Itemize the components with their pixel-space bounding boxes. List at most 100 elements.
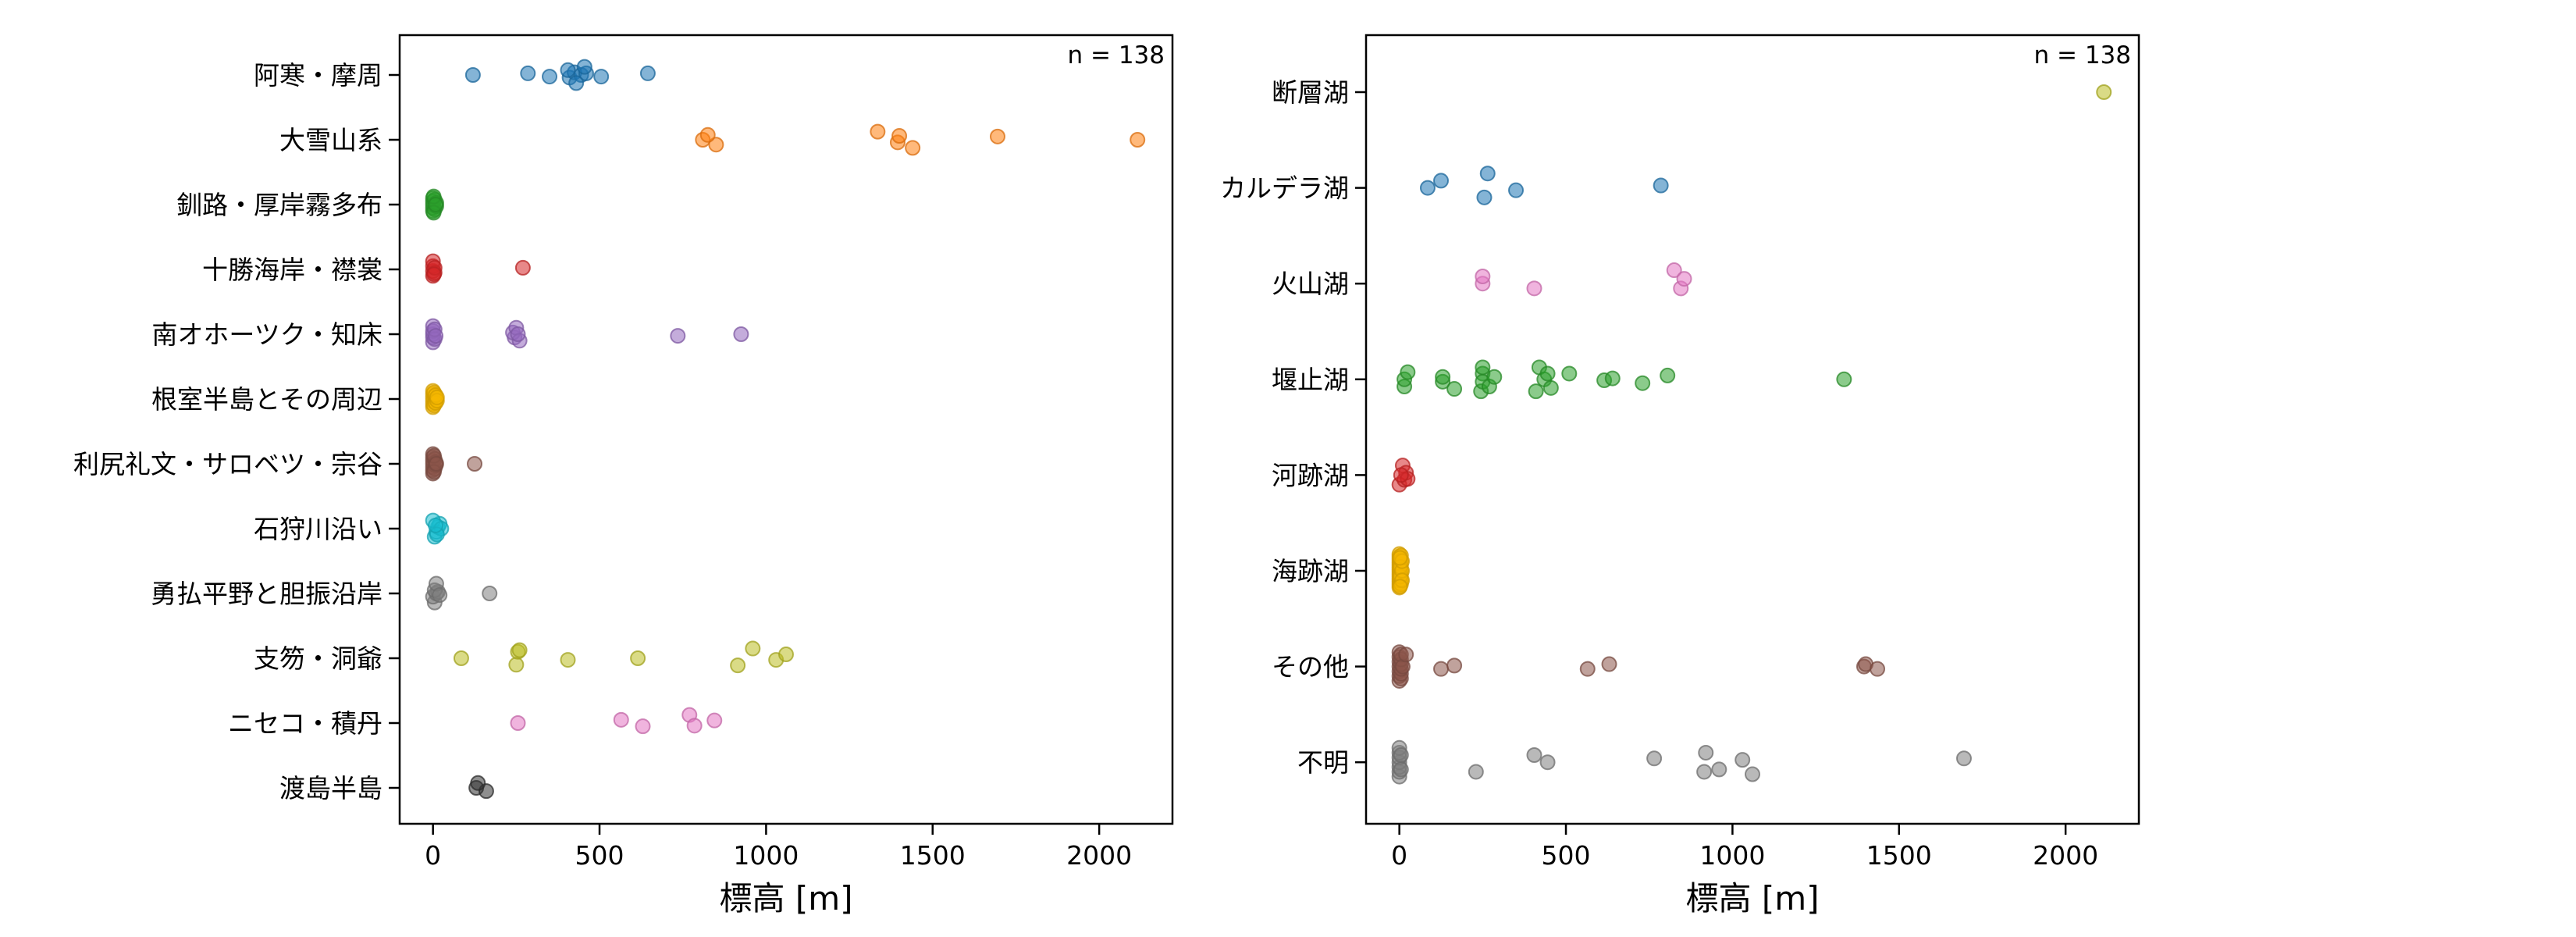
data-point: [891, 128, 908, 144]
data-point: [670, 328, 686, 344]
data-point: [778, 647, 794, 663]
data-point: [1476, 189, 1493, 205]
data-point: [1508, 182, 1525, 198]
data-point: [1419, 180, 1436, 196]
data-point: [613, 711, 629, 728]
data-point: [1561, 365, 1578, 382]
data-point: [706, 712, 723, 729]
data-point: [1660, 367, 1676, 383]
x-tick-label: 1500: [1866, 840, 1932, 871]
data-point: [464, 67, 481, 83]
plot-frame: [1364, 34, 2140, 825]
data-point: [870, 123, 886, 140]
y-tick-label: 勇払平野と胆振沿岸: [151, 579, 382, 609]
data-point: [1479, 166, 1496, 182]
data-point: [1601, 656, 1617, 672]
y-tick-label: 支笏・洞爺: [254, 643, 382, 674]
x-tick-label: 0: [1391, 840, 1407, 871]
data-point: [568, 75, 585, 91]
data-point: [1539, 365, 1556, 382]
data-point: [470, 775, 486, 791]
data-point: [576, 59, 592, 75]
y-tick-label: 阿寒・摩周: [254, 60, 382, 91]
x-tick-label: 1500: [900, 840, 966, 871]
data-point: [1393, 747, 1409, 764]
data-point: [1528, 383, 1544, 400]
data-point: [989, 128, 1005, 144]
data-point: [1666, 262, 1682, 279]
data-point: [1446, 657, 1463, 674]
data-point: [635, 718, 651, 735]
data-point: [432, 587, 448, 604]
data-point: [425, 266, 442, 283]
data-point: [639, 65, 656, 81]
data-point: [510, 715, 526, 731]
chart-right-lake-type: 0 500 1000 1500 2000 断層湖カルデラ湖火山湖堰止湖河跡湖海跡湖その他不…: [1220, 34, 2140, 917]
plot-frame: [398, 34, 1174, 825]
y-tick-label: その他: [1272, 652, 1349, 682]
data-point: [1526, 747, 1542, 764]
data-point: [708, 137, 724, 153]
data-point: [1635, 375, 1651, 391]
data-point: [1468, 764, 1484, 780]
data-point: [2096, 84, 2112, 100]
y-tick-label: 大雪山系: [279, 125, 382, 155]
data-point: [699, 126, 716, 143]
data-point: [1646, 750, 1663, 767]
x-tick-label: 2000: [2033, 840, 2098, 871]
data-point: [453, 650, 469, 666]
data-point: [1711, 761, 1727, 778]
y-tick-label: 堰止湖: [1272, 365, 1349, 395]
data-point: [510, 326, 526, 342]
data-point: [1392, 579, 1408, 595]
x-axis-label: 標高 [m]: [719, 879, 852, 917]
x-tick-label: 500: [1542, 840, 1591, 871]
y-tick-label: 渡島半島: [279, 773, 382, 803]
x-axis-label: 標高 [m]: [1685, 879, 1819, 917]
data-point: [1393, 467, 1409, 483]
data-point: [1475, 359, 1491, 376]
data-point: [1696, 764, 1713, 780]
data-point: [1433, 661, 1450, 677]
data-point: [520, 65, 536, 81]
data-point: [745, 640, 761, 657]
data-point: [429, 389, 445, 405]
data-point: [511, 642, 528, 658]
data-point: [508, 657, 525, 673]
y-tick-label: 南オホーツク・知床: [151, 319, 382, 350]
data-point: [1653, 177, 1669, 194]
y-tick-label: ニセコ・積丹: [228, 708, 382, 739]
data-point: [560, 62, 576, 78]
data-point: [1446, 381, 1463, 397]
data-point: [482, 586, 498, 601]
data-point: [593, 69, 610, 85]
sample-count-annotation: n = 138: [2034, 41, 2132, 69]
x-tick-label: 0: [425, 840, 441, 871]
data-point: [905, 140, 921, 156]
data-point: [1435, 369, 1451, 385]
data-point: [1398, 647, 1414, 663]
data-point: [1433, 173, 1450, 189]
data-point: [1542, 379, 1559, 396]
x-tick-label: 1000: [733, 840, 799, 871]
y-tick-label: 河跡湖: [1272, 460, 1349, 490]
y-tick-label: 火山湖: [1272, 269, 1349, 299]
x-tick-label: 2000: [1066, 840, 1132, 871]
y-tick-label: 十勝海岸・襟裳: [202, 255, 382, 285]
data-point: [1745, 766, 1760, 782]
y-tick-label: カルデラ湖: [1220, 173, 1349, 204]
data-point: [1870, 661, 1886, 677]
data-point: [1400, 364, 1416, 380]
y-tick-label: 海跡湖: [1272, 556, 1349, 586]
data-point: [514, 259, 531, 276]
y-tick-label: 石狩川沿い: [254, 514, 382, 544]
y-tick-label: 不明: [1297, 747, 1349, 778]
data-point: [428, 328, 444, 344]
data-point: [1698, 744, 1714, 761]
data-point: [1130, 132, 1146, 148]
data-point: [560, 652, 576, 668]
data-point: [1539, 754, 1556, 771]
y-tick-label: 釧路・厚岸霧多布: [176, 190, 382, 220]
data-point: [730, 657, 746, 674]
